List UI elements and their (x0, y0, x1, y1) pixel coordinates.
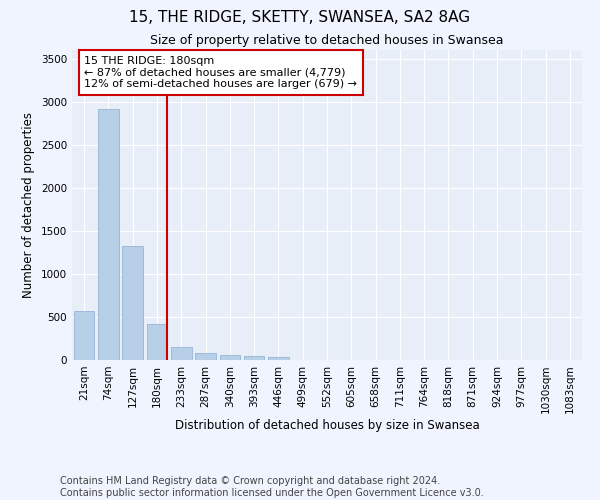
Bar (146, 324, 167, 360)
Text: 15 THE RIDGE: 180sqm
← 87% of detached houses are smaller (4,779)
12% of semi-de: 15 THE RIDGE: 180sqm ← 87% of detached h… (85, 56, 358, 89)
Bar (122, 246, 143, 360)
X-axis label: Distribution of detached houses by size in Swansea: Distribution of detached houses by size … (175, 419, 479, 432)
Bar (74, 311, 94, 360)
Bar (244, 356, 265, 360)
Title: Size of property relative to detached houses in Swansea: Size of property relative to detached ho… (150, 34, 504, 48)
Text: 15, THE RIDGE, SKETTY, SWANSEA, SA2 8AG: 15, THE RIDGE, SKETTY, SWANSEA, SA2 8AG (130, 10, 470, 25)
Bar (98, 108, 119, 360)
Bar (268, 356, 289, 360)
Bar (171, 346, 191, 360)
Text: Contains HM Land Registry data © Crown copyright and database right 2024.
Contai: Contains HM Land Registry data © Crown c… (60, 476, 484, 498)
Y-axis label: Number of detached properties: Number of detached properties (22, 112, 35, 298)
Bar (195, 353, 216, 360)
Bar (220, 356, 240, 360)
